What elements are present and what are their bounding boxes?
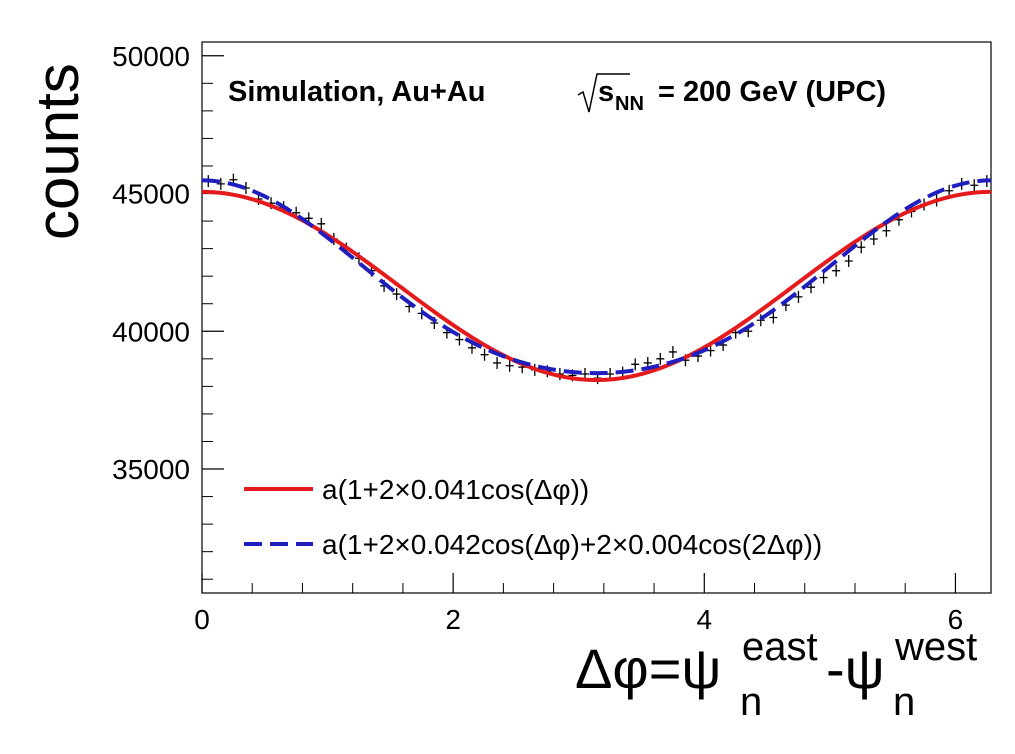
data-point: [656, 352, 665, 365]
data-points: [204, 173, 991, 385]
data-point: [832, 264, 841, 277]
data-point: [970, 179, 979, 192]
data-point: [945, 184, 954, 197]
fit-curves: [201, 178, 992, 383]
data-point: [756, 314, 765, 327]
title-energy: = 200 GeV (UPC): [658, 76, 886, 108]
data-point: [882, 224, 891, 237]
fit-curve-red: [201, 189, 992, 383]
x-tick-label: 4: [697, 604, 713, 635]
x-tick-label: 6: [948, 604, 964, 635]
x-label-sub1: n: [740, 680, 762, 724]
data-point: [216, 177, 225, 190]
x-label-sup2: west: [894, 625, 977, 669]
data-point: [844, 255, 853, 268]
data-point: [794, 290, 803, 303]
legend-label-blue: a(1+2×0.042cos(Δφ)+2×0.004cos(2Δφ)): [322, 529, 822, 560]
x-label-sub2: n: [893, 680, 915, 724]
data-point: [317, 217, 326, 230]
plot-frame: [201, 41, 992, 594]
data-point: [819, 271, 828, 284]
data-point: [769, 311, 778, 324]
data-point: [869, 232, 878, 245]
x-label-mid: -ψ: [826, 637, 885, 700]
chart-title: Simulation, Au+Au: [228, 76, 486, 108]
sqrt-sign: [577, 73, 630, 113]
data-point: [631, 358, 640, 371]
title-sqrt-s: s: [598, 76, 614, 108]
legend: a(1+2×0.041cos(Δφ)) a(1+2×0.042cos(Δφ)+2…: [244, 474, 822, 560]
y-tick-label: 45000: [112, 179, 190, 210]
data-point: [505, 359, 514, 372]
fit-curve-blue: [201, 178, 992, 376]
data-point: [857, 241, 866, 254]
data-point: [480, 348, 489, 361]
data-point: [455, 333, 464, 346]
x-label-prefix: Δφ=ψ: [575, 637, 721, 700]
y-tick-label: 35000: [112, 454, 190, 485]
data-point: [493, 356, 502, 369]
data-point: [392, 288, 401, 301]
x-tick-label: 2: [445, 604, 461, 635]
x-tick-label: 0: [194, 604, 210, 635]
x-axis-label: Δφ=ψ east n -ψ west n: [575, 625, 977, 724]
title-sqrt-s-sub: NN: [615, 93, 644, 115]
tick-labels: 0 2 4 6 35000 40000 45000 50000: [112, 41, 963, 635]
y-axis-label: counts: [24, 63, 91, 240]
x-label-sup1: east: [742, 625, 818, 669]
legend-label-red: a(1+2×0.041cos(Δφ)): [322, 474, 589, 505]
data-point: [668, 345, 677, 358]
y-tick-label: 40000: [112, 316, 190, 347]
y-tick-label: 50000: [112, 41, 190, 72]
axis-ticks: [201, 55, 957, 593]
